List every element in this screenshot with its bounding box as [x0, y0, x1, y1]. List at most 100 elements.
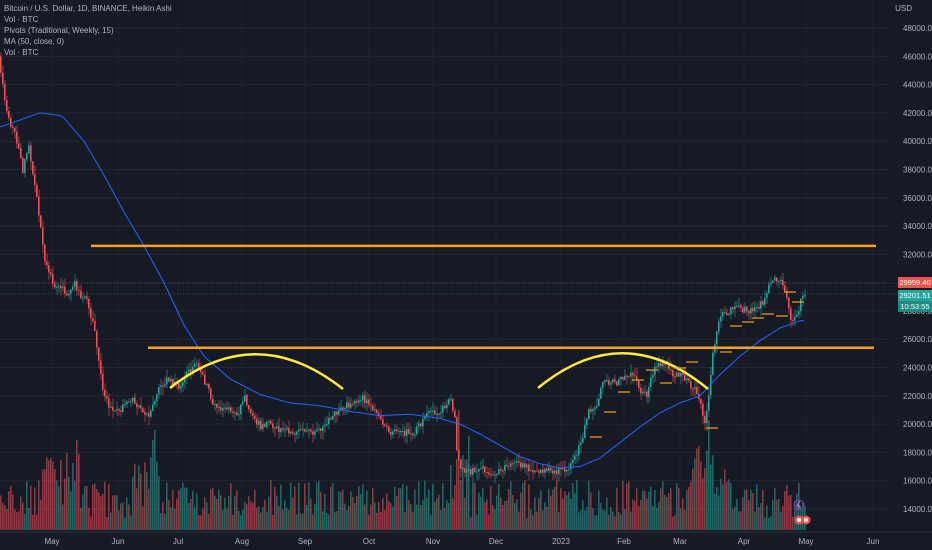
chart-legend[interactable]: Bitcoin / U.S. Dollar, 1D, BINANCE, Heik… [4, 3, 172, 58]
arc-drawings[interactable] [169, 352, 709, 390]
candle-body [130, 401, 132, 403]
volume-bar [40, 499, 42, 530]
legend-ma[interactable]: MA (50, close, 0) [4, 37, 65, 46]
candle-body [352, 403, 354, 405]
volume-bar [54, 469, 56, 530]
candle-body [388, 426, 390, 433]
volume-bar [268, 496, 270, 530]
candle-body [490, 474, 492, 476]
candle-body [604, 380, 606, 383]
candle-body [366, 399, 368, 404]
time-tick-label: Jul [173, 537, 183, 546]
volume-bar [544, 502, 546, 530]
candle-body [656, 366, 658, 368]
legend-symbol[interactable]: Bitcoin / U.S. Dollar, 1D, BINANCE, Heik… [4, 4, 172, 13]
candles [0, 52, 806, 483]
volume-bar [510, 481, 512, 530]
volume-bar [276, 495, 278, 530]
candle-body [120, 410, 122, 412]
candle-body [150, 410, 152, 417]
volume-bar [184, 487, 186, 530]
legend-volume-2[interactable]: Vol · BTC [4, 48, 39, 57]
horizontal-levels[interactable] [91, 244, 876, 349]
candle-body [542, 469, 544, 473]
volume-bar [350, 491, 352, 530]
volume-bar [740, 511, 742, 530]
volume-bar [752, 493, 754, 530]
candle-body [796, 314, 798, 318]
volume-bar [578, 512, 580, 530]
volume-bar [670, 487, 672, 530]
candle-body [460, 459, 462, 469]
candle-body [720, 316, 722, 322]
volume-bar [94, 483, 96, 530]
candle-body [360, 400, 362, 402]
volume-bar [426, 497, 428, 530]
event-badges[interactable] [794, 515, 811, 525]
candle-body [540, 469, 542, 474]
volume-bar [28, 508, 30, 530]
candle-body [6, 100, 8, 112]
candle-body [704, 415, 706, 423]
candle-body [340, 407, 342, 411]
volume-bar [330, 486, 332, 530]
candle-body [416, 426, 418, 435]
candle-body [102, 373, 104, 390]
candle-body [408, 429, 410, 434]
candle-body [166, 377, 168, 385]
legend-volume[interactable]: Vol · BTC [4, 15, 39, 24]
volume-bar [200, 515, 202, 530]
candle-body [544, 468, 546, 473]
price-tick-label: 26000.00 [903, 335, 932, 344]
candle-body [406, 429, 408, 436]
volume-bar [150, 457, 152, 530]
time-axis[interactable]: May Jun Jul Aug Sep Oct Nov Dec 2023 Feb Mar Apr May… [0, 531, 932, 546]
candle-body [118, 409, 120, 411]
candle-body [370, 404, 372, 406]
volume-bar [532, 515, 534, 530]
candle-body [788, 297, 790, 309]
volume-bar [588, 480, 590, 530]
volume-bar [156, 461, 158, 530]
candle-body [590, 409, 592, 412]
volume-bar [728, 479, 730, 530]
legend-pivots[interactable]: Pivots (Traditional, Weekly, 15) [4, 26, 114, 35]
candle-body [200, 368, 202, 373]
candle-body [434, 410, 436, 415]
candle-body [598, 398, 600, 406]
candle-body [670, 369, 672, 371]
volume-bar [34, 487, 36, 530]
candle-body [480, 468, 482, 470]
volume-bar [792, 516, 794, 530]
candle-body [444, 406, 446, 409]
currency-label[interactable]: USD [895, 4, 912, 13]
volume-bar [766, 505, 768, 530]
candle-body [458, 450, 460, 460]
candle-body [742, 307, 744, 313]
volume-bar [134, 463, 136, 530]
volume-bar [666, 497, 668, 530]
volume-bar [586, 506, 588, 530]
volume-bar [556, 480, 558, 530]
flash-icon[interactable] [793, 499, 805, 511]
candle-body [636, 376, 638, 382]
candle-body [302, 428, 304, 430]
candle-body [296, 431, 298, 435]
candle-body [730, 307, 732, 314]
candle-body [654, 366, 656, 376]
candle-body [90, 308, 92, 319]
volume-bar [194, 507, 196, 530]
candle-body [726, 312, 728, 316]
candle-body [746, 306, 748, 312]
candle-body [778, 280, 780, 282]
candle-body [724, 312, 726, 314]
candle-body [100, 360, 102, 374]
candle-body [584, 425, 586, 438]
candle-body [468, 469, 470, 471]
candle-body [34, 173, 36, 185]
volume-bar [10, 485, 12, 530]
candle-body [626, 375, 628, 377]
volume-bar [42, 469, 44, 530]
candle-body [442, 406, 444, 413]
